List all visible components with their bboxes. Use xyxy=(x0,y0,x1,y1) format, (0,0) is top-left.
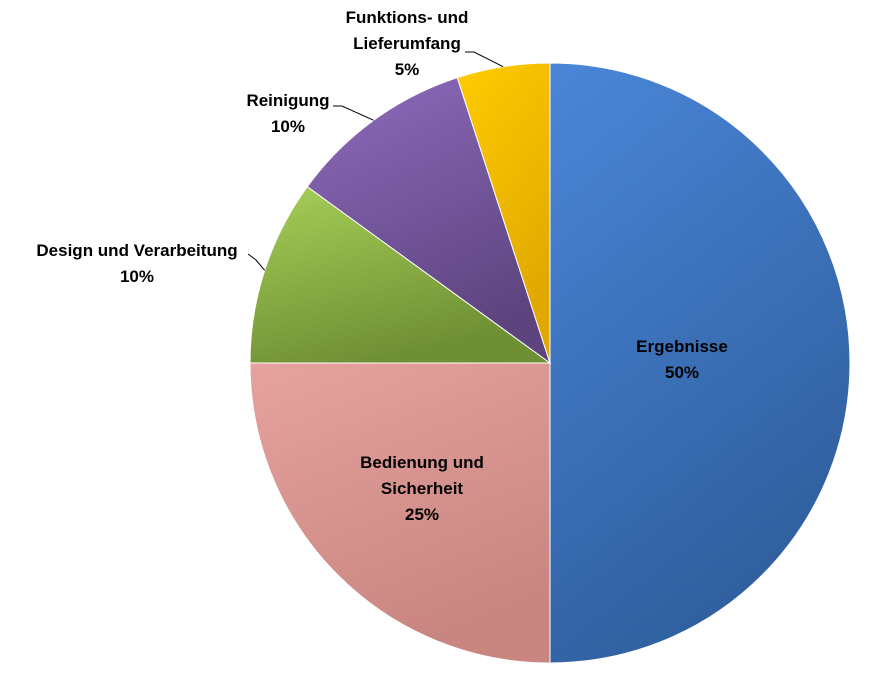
pie-slice-ergebnisse xyxy=(549,62,851,664)
slice-label-text: Lieferumfang xyxy=(353,34,461,53)
slice-percent: 10% xyxy=(119,267,155,286)
slice-label-text: Funktions- und xyxy=(345,8,469,27)
pie-slice-funktions-und-lieferumfang xyxy=(456,62,551,364)
slice-label-bedienung-und-sicherheit: Bedienung und Sicherheit 25% xyxy=(360,450,484,528)
slice-label-text: Bedienung und xyxy=(360,453,484,472)
slice-label-text: Ergebnisse xyxy=(636,337,728,356)
slice-label-text: Design und Verarbeitung xyxy=(36,241,238,260)
slice-percent: 5% xyxy=(394,60,420,79)
leader-line-design-und-verarbeitung xyxy=(247,253,266,271)
slice-percent: 25% xyxy=(404,505,440,524)
slice-label-reinigung: Reinigung 10% xyxy=(246,88,329,140)
slice-label-text: Sicherheit xyxy=(380,479,464,498)
slice-label-text: Reinigung xyxy=(246,91,330,110)
pie-slice-bedienung-und-sicherheit xyxy=(249,362,551,664)
slice-label-ergebnisse: Ergebnisse 50% xyxy=(636,334,728,386)
slice-percent: 50% xyxy=(664,363,700,382)
leader-line-funktions-und-lieferumfang xyxy=(465,51,504,68)
slice-label-funktions-und-lieferumfang: Funktions- und Lieferumfang 5% xyxy=(346,5,469,83)
slice-percent: 10% xyxy=(270,117,306,136)
slice-label-design-und-verarbeitung: Design und Verarbeitung 10% xyxy=(36,238,237,290)
leader-line-reinigung xyxy=(333,105,374,121)
